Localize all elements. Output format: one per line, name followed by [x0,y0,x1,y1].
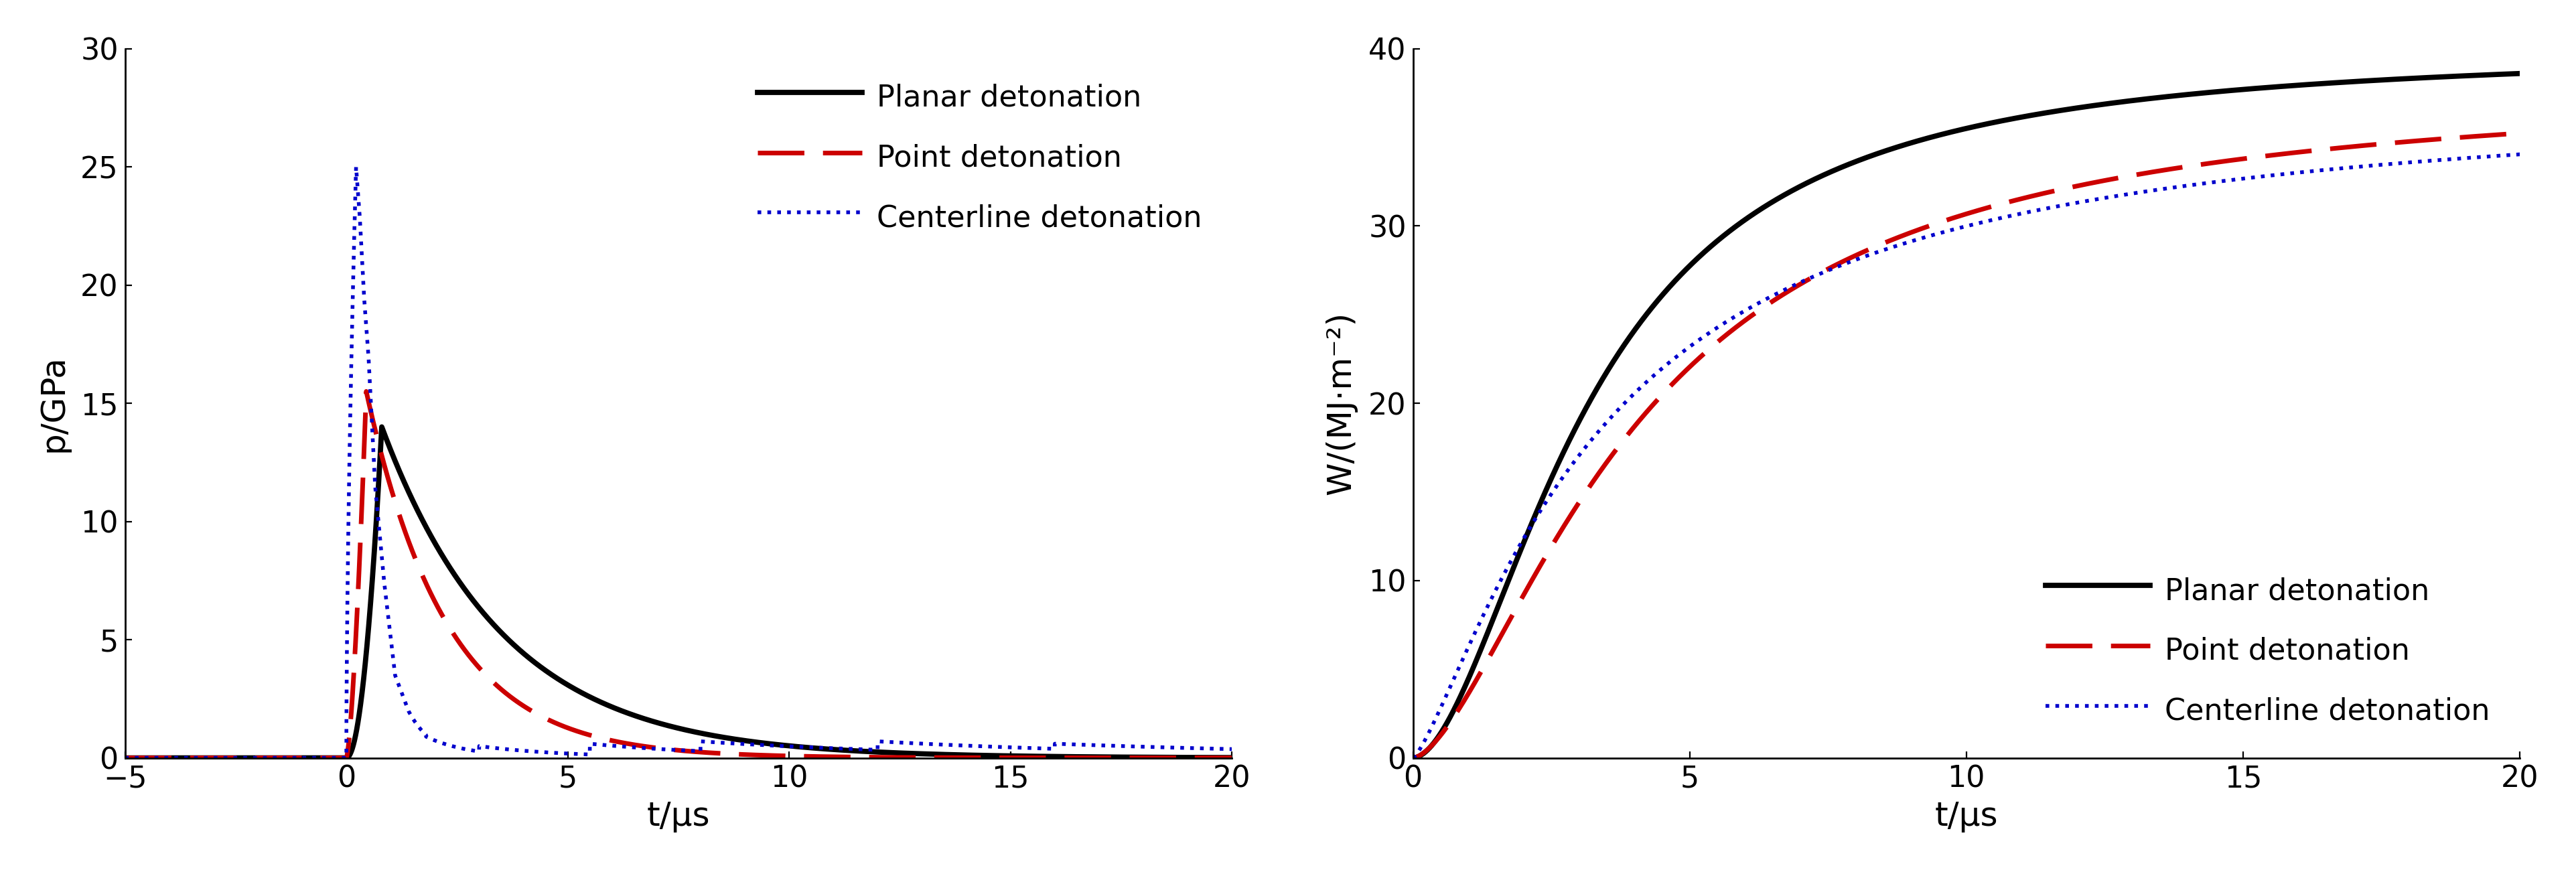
Legend: Planar detonation, Point detonation, Centerline detonation: Planar detonation, Point detonation, Cen… [2030,557,2504,743]
Point detonation [350,386,381,397]
Point detonation [2308,144,2339,155]
Planar detonation [549,678,580,688]
Planar detonation [1216,753,1247,763]
Planar detonation [1821,164,1852,175]
Point detonation [180,753,211,763]
Legend: Planar detonation, Point detonation, Centerline detonation: Planar detonation, Point detonation, Cen… [742,64,1216,250]
Centerline detonation [2223,174,2254,184]
Line: Planar detonation: Planar detonation [126,427,1231,758]
Centerline detonation [2308,165,2339,176]
Line: Point detonation: Point detonation [1414,133,2519,758]
Planar detonation [2223,84,2254,95]
Point detonation [1216,753,1247,763]
Point detonation [2504,128,2535,138]
Planar detonation [2504,68,2535,78]
Planar detonation [778,741,809,752]
Centerline detonation [1821,262,1852,272]
Planar detonation [1399,753,1430,763]
Point detonation [2117,171,2148,181]
Planar detonation [180,753,211,763]
Planar detonation [183,753,214,763]
Line: Point detonation: Point detonation [126,392,1231,758]
Centerline detonation [111,753,142,763]
Line: Planar detonation: Planar detonation [1414,73,2519,758]
Planar detonation [1144,752,1175,762]
Planar detonation [1600,355,1631,365]
Centerline detonation [549,748,580,759]
Centerline detonation [180,753,211,763]
Y-axis label: p/GPa: p/GPa [36,354,70,452]
Planar detonation [2117,96,2148,106]
Point detonation [2223,154,2254,164]
Centerline detonation [1133,742,1164,753]
Centerline detonation [340,162,371,172]
Line: Centerline detonation: Centerline detonation [1414,154,2519,758]
Centerline detonation [1144,742,1175,753]
Planar detonation [111,753,142,763]
Point detonation [1144,753,1175,763]
Centerline detonation [1216,744,1247,754]
Centerline detonation [778,741,809,752]
Centerline detonation [183,753,214,763]
X-axis label: t/μs: t/μs [1935,800,1999,833]
Centerline detonation [2117,188,2148,198]
Planar detonation [1133,752,1164,762]
Centerline detonation [2061,197,2092,208]
Point detonation [549,721,580,732]
X-axis label: t/μs: t/μs [647,800,711,833]
Centerline detonation [2504,149,2535,159]
Point detonation [183,753,214,763]
Centerline detonation [1600,409,1631,419]
Planar detonation [2061,103,2092,113]
Point detonation [1133,753,1164,763]
Planar detonation [2308,78,2339,89]
Point detonation [1821,260,1852,271]
Point detonation [1399,753,1430,763]
Planar detonation [366,422,397,432]
Centerline detonation [1399,753,1430,763]
Point detonation [111,753,142,763]
Point detonation [1600,447,1631,458]
Line: Centerline detonation: Centerline detonation [126,167,1231,758]
Y-axis label: W/(MJ·m⁻²): W/(MJ·m⁻²) [1324,311,1358,495]
Point detonation [2061,181,2092,191]
Point detonation [778,751,809,761]
